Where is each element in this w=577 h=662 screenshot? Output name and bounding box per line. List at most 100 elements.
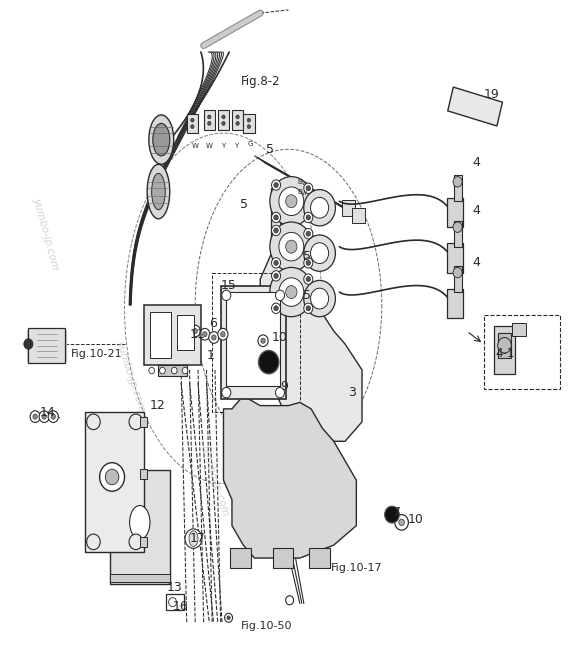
Circle shape bbox=[310, 288, 329, 309]
Bar bbox=[28, 328, 65, 363]
Text: 15: 15 bbox=[220, 279, 237, 292]
Circle shape bbox=[190, 325, 200, 337]
Circle shape bbox=[304, 258, 313, 268]
Bar bbox=[204, 111, 215, 130]
Circle shape bbox=[304, 235, 335, 271]
Circle shape bbox=[306, 277, 310, 282]
Circle shape bbox=[270, 222, 313, 271]
Circle shape bbox=[87, 534, 100, 549]
Circle shape bbox=[87, 414, 100, 430]
Text: Y: Y bbox=[222, 143, 226, 149]
Text: Fig.8-2: Fig.8-2 bbox=[241, 75, 280, 88]
Circle shape bbox=[304, 183, 313, 193]
Circle shape bbox=[220, 332, 225, 337]
Ellipse shape bbox=[153, 123, 170, 156]
Circle shape bbox=[261, 338, 265, 344]
Circle shape bbox=[306, 185, 310, 191]
Text: W: W bbox=[206, 143, 213, 149]
Circle shape bbox=[171, 367, 177, 374]
Text: Fig.10-21: Fig.10-21 bbox=[71, 349, 122, 359]
Circle shape bbox=[160, 367, 165, 374]
Circle shape bbox=[222, 387, 231, 398]
Bar bbox=[177, 315, 194, 350]
Bar bbox=[140, 537, 147, 547]
Bar bbox=[110, 471, 170, 584]
Text: 12: 12 bbox=[150, 399, 166, 412]
Circle shape bbox=[203, 332, 207, 337]
Circle shape bbox=[190, 124, 194, 128]
Circle shape bbox=[310, 197, 329, 218]
Circle shape bbox=[39, 411, 49, 422]
Polygon shape bbox=[223, 396, 357, 558]
Circle shape bbox=[272, 213, 280, 222]
Circle shape bbox=[385, 506, 399, 523]
Bar bbox=[110, 574, 170, 582]
Text: 5: 5 bbox=[241, 198, 249, 211]
Circle shape bbox=[258, 335, 268, 347]
Text: 10: 10 bbox=[272, 331, 287, 344]
Circle shape bbox=[258, 350, 279, 374]
Circle shape bbox=[149, 367, 155, 374]
Circle shape bbox=[310, 243, 329, 263]
Bar bbox=[273, 548, 293, 568]
Text: 19: 19 bbox=[484, 87, 499, 101]
Circle shape bbox=[274, 183, 278, 187]
Circle shape bbox=[222, 290, 231, 301]
Circle shape bbox=[100, 463, 125, 491]
Text: G: G bbox=[248, 141, 253, 147]
Ellipse shape bbox=[130, 506, 150, 540]
Bar bbox=[159, 365, 187, 377]
Circle shape bbox=[275, 290, 284, 301]
Circle shape bbox=[193, 328, 197, 334]
Bar bbox=[342, 200, 355, 216]
Text: Y: Y bbox=[234, 143, 239, 149]
Bar bbox=[454, 220, 462, 247]
Circle shape bbox=[274, 306, 278, 311]
Circle shape bbox=[270, 267, 313, 316]
Circle shape bbox=[51, 414, 55, 419]
Circle shape bbox=[224, 613, 233, 622]
Circle shape bbox=[274, 228, 278, 233]
Circle shape bbox=[227, 616, 230, 620]
Bar bbox=[512, 323, 526, 336]
Polygon shape bbox=[260, 188, 362, 442]
Text: Fig.10-50: Fig.10-50 bbox=[241, 621, 292, 631]
Bar bbox=[353, 208, 365, 223]
Text: 17: 17 bbox=[189, 532, 205, 545]
Circle shape bbox=[306, 231, 310, 236]
Circle shape bbox=[200, 328, 210, 340]
Circle shape bbox=[453, 177, 462, 187]
Circle shape bbox=[279, 187, 304, 216]
Circle shape bbox=[24, 339, 33, 349]
Bar bbox=[226, 292, 280, 386]
Text: yumbo-jp.com: yumbo-jp.com bbox=[31, 197, 60, 271]
Text: 11: 11 bbox=[189, 328, 205, 341]
Bar bbox=[218, 111, 229, 130]
Bar bbox=[212, 273, 300, 412]
Circle shape bbox=[208, 115, 211, 119]
Bar bbox=[494, 326, 515, 374]
Text: $\mathregular{B_W}$: $\mathregular{B_W}$ bbox=[297, 188, 309, 198]
Circle shape bbox=[129, 414, 143, 430]
Text: 1: 1 bbox=[207, 349, 215, 362]
Text: Fig.10-17: Fig.10-17 bbox=[331, 563, 383, 573]
Circle shape bbox=[247, 124, 250, 128]
Bar bbox=[454, 266, 462, 292]
Text: yumbo-jp.com: yumbo-jp.com bbox=[114, 340, 147, 414]
Circle shape bbox=[105, 469, 119, 485]
Circle shape bbox=[274, 260, 278, 265]
Bar bbox=[498, 333, 511, 357]
Text: W: W bbox=[192, 143, 198, 149]
Bar bbox=[187, 114, 198, 133]
Circle shape bbox=[209, 332, 219, 344]
Circle shape bbox=[286, 285, 297, 299]
Text: 13: 13 bbox=[167, 581, 183, 594]
Circle shape bbox=[272, 258, 280, 268]
Circle shape bbox=[182, 367, 188, 374]
Circle shape bbox=[272, 303, 280, 314]
Circle shape bbox=[453, 222, 462, 232]
Circle shape bbox=[304, 189, 335, 226]
Circle shape bbox=[236, 121, 239, 125]
Circle shape bbox=[222, 121, 225, 125]
Bar bbox=[230, 548, 250, 568]
